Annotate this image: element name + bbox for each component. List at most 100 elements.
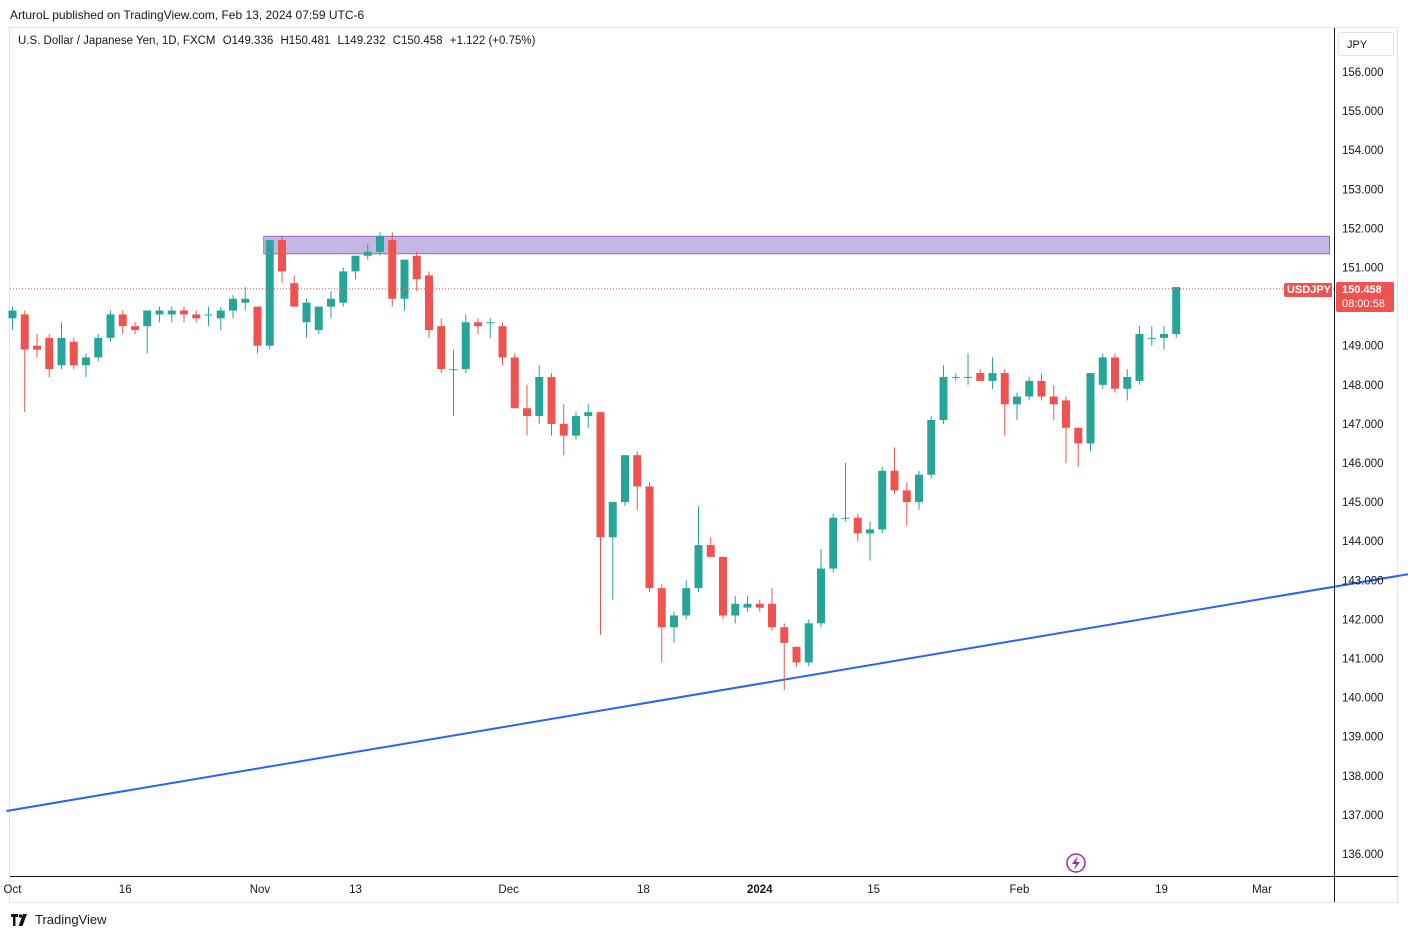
footer-brand-text: TradingView [35,912,107,927]
candle [8,306,17,331]
candle-body [768,603,776,628]
candle [780,623,789,690]
candle-body [351,255,360,272]
candle [939,365,948,424]
candle [45,333,54,377]
candle-body [890,470,899,491]
candle [155,306,164,323]
candle-body [1086,373,1095,444]
candle [1111,353,1119,393]
candle-body [376,236,384,252]
candle [33,333,41,358]
x-tick-label: Nov [250,884,271,896]
published-by-line: ArturoL published on TradingView.com, Fe… [10,8,365,22]
candle-body [1074,427,1083,444]
legend-high: H150.481 [280,35,331,47]
bar-countdown: 08:00:58 [1342,298,1385,310]
candle [1098,353,1107,389]
candle-body [694,545,703,589]
candle-body [388,240,397,299]
y-tick-label: 138.000 [1342,771,1384,783]
candle-body [253,306,262,346]
candle [694,506,703,593]
y-tick-label: 147.000 [1342,419,1384,431]
candle-body [1147,337,1156,339]
candle-body [976,373,985,381]
candle-body [204,314,213,316]
candle [118,310,127,334]
candle [253,306,262,354]
candle [523,384,531,436]
candle [670,611,678,643]
lightning-icon[interactable] [1066,853,1086,873]
candle [682,580,691,620]
x-tick-label: Oct [4,884,23,896]
candle-body [1123,376,1132,389]
candle [106,310,115,342]
candle-body [265,240,274,346]
x-tick-label: 2024 [747,884,773,896]
candle [449,349,458,417]
candle [878,466,887,534]
chart-frame [9,27,1398,903]
candle-body [1160,333,1168,338]
candle-body [45,337,54,370]
candle-body [167,310,176,315]
candle-body [829,517,838,569]
candle-body [719,556,727,616]
candle-body [817,568,825,624]
candle [1086,373,1095,452]
candle [265,240,274,350]
candle [768,588,776,632]
candle [792,646,801,667]
x-tick-label: Dec [498,884,519,896]
candle [143,310,152,354]
currency-button[interactable]: JPY [1338,32,1394,56]
x-tick-label: 13 [349,884,362,896]
candle [1037,373,1046,401]
candle-body [8,310,17,319]
candle-body [915,474,923,503]
candle [363,244,372,260]
candle-body [363,251,372,256]
candle-body [131,326,139,331]
x-tick-label: Mar [1252,884,1272,896]
y-tick-label: 151.000 [1342,263,1384,275]
y-tick-label: 156.000 [1342,67,1384,79]
candle [498,322,507,366]
candle [596,412,605,636]
candle-body [743,603,752,608]
candle-body [1037,380,1046,397]
candle-body [216,310,225,319]
candle [241,287,250,311]
candle-body [572,416,580,436]
candle-body [192,314,201,319]
candle [425,271,433,338]
candle-body [902,490,911,503]
candle-body [804,623,813,663]
candle-body [155,310,164,315]
tradingview-brand[interactable]: TradingView [11,912,107,927]
tradingview-logo-icon [11,913,27,926]
x-tick-label: 16 [119,884,132,896]
candle-body [229,298,237,311]
candle-body [951,376,960,378]
candle-body [302,302,311,323]
candle [1074,427,1083,467]
candle [584,404,593,428]
candle-body [780,627,789,643]
y-tick-label: 143.000 [1342,575,1384,587]
candle-body [841,517,850,519]
candle [841,463,850,522]
candle-body [878,470,887,530]
y-tick-label: 136.000 [1342,849,1384,861]
candle [278,236,286,284]
candle-body [547,376,556,424]
y-tick-label: 146.000 [1342,458,1384,470]
y-tick-label: 139.000 [1342,732,1384,744]
candle-body [1049,396,1058,405]
candle-body [437,326,446,370]
candle [351,255,360,280]
candle [817,549,825,628]
